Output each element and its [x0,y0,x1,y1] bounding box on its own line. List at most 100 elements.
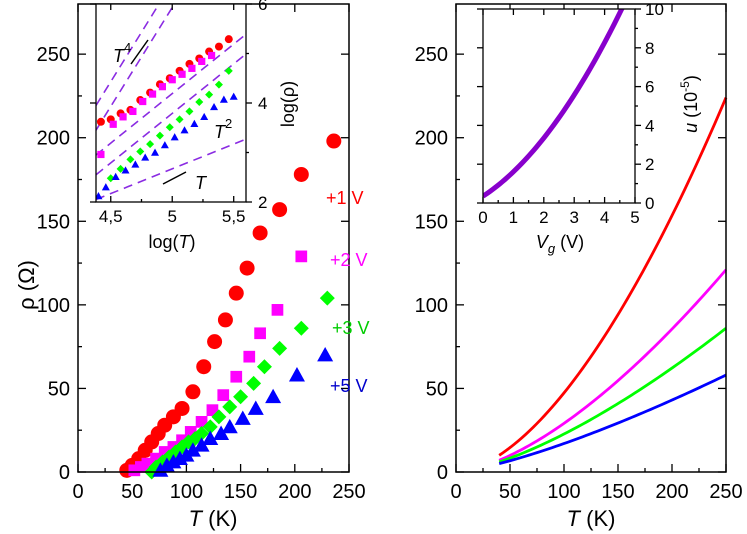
data-point-2v [271,304,284,316]
data-point-3v [211,409,227,425]
inset-data-point-5v [96,192,103,200]
x-tick-label: 0 [450,481,461,503]
y-tick-label: 50 [48,378,70,400]
inset-data-point-2v [148,90,157,98]
left-tick-labels: 0 50 100 150 200 250 0 50 100 150 200 250 [37,44,366,503]
inset-data-point-2v [139,97,147,106]
x-tick-label: 2 [539,208,548,227]
x-tick-label: 5 [167,207,176,226]
y-tick-label: 6 [645,78,654,97]
series-label-plus3v: +3 V [332,318,370,338]
reference-power-law-line [96,53,246,176]
annotation-t4-slope-mark [130,39,149,65]
data-point-1v [196,359,212,375]
inset-data-point-2v [109,120,117,128]
inset-data-point-3v [146,140,155,149]
x-tick-label: 0 [478,208,487,227]
reference-power-law-line [96,4,176,131]
model-line-3v [498,327,727,464]
data-point-1v [326,133,342,149]
mobility-curve [483,9,625,199]
x-tick-label: 150 [601,481,634,503]
inset-data-point-2v [129,107,137,116]
y-tick-label: 250 [415,44,448,66]
y-tick-label: 100 [37,295,70,317]
y-tick-label: 0 [437,462,448,484]
inset-data-point-5v [160,141,169,149]
x-tick-label: 250 [709,481,742,503]
model-line-5v [498,373,727,465]
reference-power-law-line [96,33,246,156]
data-point-5v [247,400,264,415]
series-label-plus2v: +2 V [330,250,368,270]
left-y-axis-label: ρ (Ω) [14,260,39,310]
data-point-2v [295,250,308,263]
data-point-2v [217,389,230,401]
x-tick-label: 5,5 [222,207,246,226]
y-tick-label: 4 [645,116,654,135]
inset-data-point-3v [205,90,214,99]
data-point-1v [185,384,201,400]
left-panel: 0 50 100 150 200 250 0 50 100 150 200 250 T (K) ρ (… [14,3,370,531]
y-tick-label: 150 [415,211,448,233]
data-point-2v [243,350,256,363]
inset-data-point-3v [116,164,125,173]
inset-data-point-5v [210,102,219,111]
data-point-2v [254,327,266,340]
data-point-3v [319,290,335,306]
inset-data-point-3v [106,174,115,183]
inset-data-point-2v [178,70,186,78]
y-tick-label: 200 [415,128,448,150]
x-tick-label: 250 [332,481,365,503]
data-point-2v [195,416,208,428]
y-tick-label: 50 [426,378,448,400]
right-inset-y-axis-label: u (10-5) [678,75,701,133]
inset-data-point-5v [180,126,189,134]
x-tick-label: 4 [600,208,609,227]
data-point-1v [293,166,309,182]
left-inset-y-axis-label: log(ρ) [278,81,298,127]
x-tick-label: 200 [278,481,311,503]
x-tick-label: 3 [569,208,578,227]
y-tick-label: 0 [645,194,654,213]
inset-data-point-2v [119,113,127,121]
inset-data-point-5v [121,166,130,174]
data-point-1v [252,225,268,241]
inset-data-point-3v [175,115,184,124]
y-tick-label: 2 [258,193,267,212]
model-line-2v [498,268,728,462]
annotation-t1: T [195,173,208,193]
y-tick-label: 100 [415,295,448,317]
x-tick-label: 200 [655,481,688,503]
inset-data-point-1v [214,42,223,51]
x-tick-label: 4,5 [99,207,123,226]
left-inset-x-axis-label: log(T) [148,232,195,252]
x-tick-label: 50 [499,481,521,503]
inset-data-point-3v [214,80,223,89]
data-point-3v [272,340,288,356]
series-label-plus1v: +1 V [326,188,364,208]
inset-data-point-3v [195,98,204,107]
right-x-axis-label: T (K) [567,506,616,531]
left-x-axis-label: T (K) [189,506,238,531]
inset-data-point-5v [131,160,140,168]
data-point-3v [246,375,262,391]
inset-data-point-2v [188,64,196,72]
y-tick-label: 2 [645,155,654,174]
left-inset: 4,5 5 5,5 2 4 6 log(T) log(ρ) T4 T2 T [90,0,298,252]
inset-data-point-5v [151,148,160,156]
annotation-t4: T4 [113,40,131,66]
data-point-5v [234,410,251,425]
inset-data-point-5v [219,95,228,103]
inset-data-point-2v [198,57,206,66]
x-tick-label: 5 [630,208,639,227]
y-tick-label: 10 [645,0,664,19]
inset-data-point-3v [185,107,194,116]
left-scatter-marks [119,133,342,480]
data-point-1v [239,260,255,276]
data-point-1v [217,312,233,328]
data-point-5v [184,442,201,457]
